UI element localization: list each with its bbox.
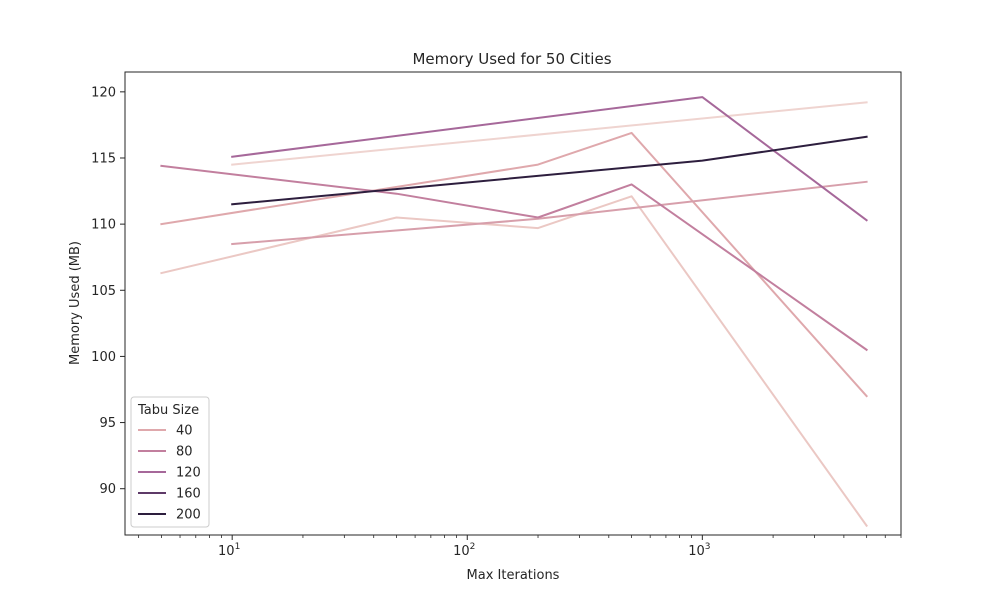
legend-title: Tabu Size [137, 403, 199, 418]
y-tick-label: 95 [99, 416, 116, 431]
legend-label: 80 [176, 445, 193, 460]
series-line-5 [231, 96, 868, 222]
y-tick-label: 120 [91, 85, 116, 100]
chart-title: Memory Used for 50 Cities [412, 50, 611, 68]
x-tick-label: 102 [453, 542, 475, 559]
series-line-4 [160, 164, 868, 352]
legend-label: 120 [176, 466, 201, 481]
legend-label: 200 [176, 508, 201, 523]
series-line-3 [231, 180, 868, 246]
y-axis: 90 95 100 105 110 115 120 [91, 85, 125, 497]
y-tick-label: 110 [91, 218, 116, 233]
x-tick-label: 101 [218, 542, 240, 559]
series-layer [160, 96, 869, 528]
legend-label: 40 [176, 424, 193, 439]
series-line-0 [160, 195, 868, 528]
y-axis-label: Memory Used (MB) [68, 241, 83, 365]
y-tick-label: 90 [99, 482, 116, 497]
y-tick-label: 105 [91, 284, 116, 299]
series-line-2 [160, 131, 869, 398]
x-axis-label: Max Iterations [467, 568, 560, 583]
x-tick-label: 103 [688, 542, 710, 559]
series-line-7 [231, 135, 868, 206]
y-tick-label: 115 [91, 151, 116, 166]
y-tick-label: 100 [91, 350, 116, 365]
legend-label: 160 [176, 487, 201, 502]
plot-area-frame [124, 71, 902, 536]
series-line-1 [231, 101, 868, 166]
legend: Tabu Size 40 80 120 160 200 [130, 396, 210, 528]
x-axis: 101 102 103 [138, 535, 902, 559]
legend-items: 40 80 120 160 200 [138, 424, 201, 523]
